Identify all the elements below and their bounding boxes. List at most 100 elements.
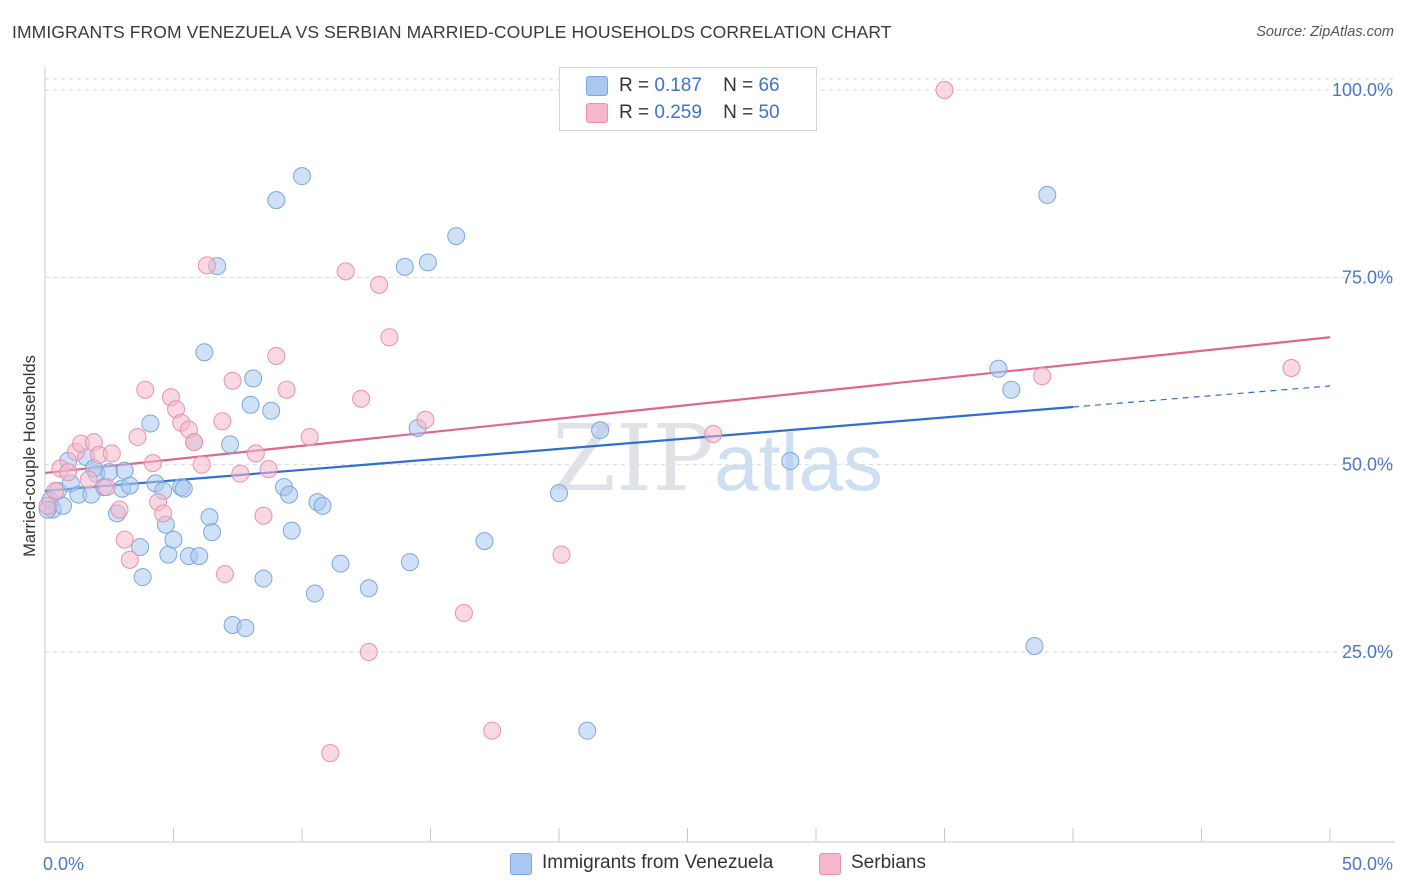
serbian-point [128,427,147,446]
watermark: ZIP atlas [552,405,883,512]
venezuela-point [221,435,240,454]
venezuela-point [131,538,150,557]
venezuela-point [331,554,350,573]
venezuela-point [418,253,437,272]
venezuela-point [53,496,72,515]
serbian-point [223,371,242,390]
bottom-legend-swatch-serbians [819,853,841,875]
serbian-point [231,464,250,483]
bottom-legend-label-serbians: Serbians [851,852,926,873]
watermark-zip: ZIP [552,405,714,512]
serbian-point [246,444,265,463]
venezuela-point [359,579,378,598]
serbian-point [277,380,296,399]
n-label: N = [723,75,754,96]
venezuela-point [141,414,160,433]
serbian-point [380,328,399,347]
venezuela-point [244,369,263,388]
n-label: N = [723,102,754,123]
venezuela-point [313,496,332,515]
venezuela-point [262,401,281,420]
venezuela-point [200,508,219,527]
serbian-point [483,721,502,740]
n-value: 66 [758,75,780,96]
source-label: Source: ZipAtlas.com [1256,24,1394,40]
serbian-point [115,530,134,549]
venezuela-point [282,521,301,540]
serbian-point [259,460,278,479]
y-tick-label: 75.0% [1342,267,1393,287]
venezuela-point [254,569,273,588]
venezuela-point [203,523,222,542]
serbian-point [197,256,216,275]
serbian-point [185,433,204,452]
serbian-point [704,424,723,443]
venezuela-point [550,484,568,503]
r-value: 0.187 [654,75,702,96]
x-tick-label: 0.0% [43,854,84,874]
serbian-point [935,81,954,99]
n-value: 50 [758,102,780,123]
serbian-point [336,262,355,281]
data-points [38,81,1301,763]
legend-swatch-serbians [586,103,608,123]
y-tick-label: 100.0% [1332,80,1393,100]
serbian-point [352,389,371,408]
serbian-point [416,410,435,429]
venezuela-point [989,359,1008,378]
legend-text-venezuela: R = 0.187 N = 66 [619,75,780,97]
r-label: R = [619,102,650,123]
venezuela-point [305,584,324,603]
venezuela-point [241,395,260,414]
serbian-point [154,504,173,523]
correlation-legend: R = 0.187 N = 66 R = 0.259 N = 50 [559,67,817,131]
bottom-legend-label-venezuela: Immigrants from Venezuela [542,852,774,873]
x-tick-label: 50.0% [1342,854,1393,874]
y-tick-label: 50.0% [1342,455,1393,475]
serbian-point [97,478,116,497]
serbian-point [370,275,389,294]
serbian-point [215,565,234,584]
venezuela-point [475,532,494,551]
venezuela-point [781,451,800,470]
venezuela-point [164,530,183,549]
venezuela-point [447,227,466,246]
venezuela-point [133,568,152,587]
serbian-point [1282,359,1301,378]
serbian-point [1033,367,1052,386]
serbian-point [300,427,319,446]
serbian-point [79,470,98,489]
serbian-point [143,454,162,473]
serbian-point [59,463,78,482]
axes [44,67,1395,843]
venezuela-point [236,619,255,638]
venezuela-point [395,257,414,276]
serbian-point [110,500,129,519]
venezuela-point [293,167,311,186]
venezuela-point [1002,380,1021,399]
venezuela-trend-line [44,405,1074,492]
grid-lines [45,78,1395,653]
venezuela-point [120,476,139,495]
venezuela-point [591,421,610,440]
legend-text-serbians: R = 0.259 N = 50 [619,102,780,124]
venezuela-point [578,721,597,740]
legend-swatch-venezuela [586,76,608,96]
venezuela-point [1038,185,1057,204]
serbian-point [254,506,273,525]
venezuela-point [267,191,286,210]
serbian-point [213,412,232,431]
venezuela-point [115,461,134,480]
venezuela-point [190,547,209,566]
serbian-point [120,550,139,569]
serbian-point [267,347,286,366]
venezuela-point [174,479,193,498]
venezuela-point [400,553,419,572]
y-axis-label: Married-couple Households [21,355,39,557]
venezuela-trend-extension [1072,385,1331,408]
chart-title: IMMIGRANTS FROM VENEZUELA VS SERBIAN MAR… [12,22,892,42]
tick-labels: 25.0% 50.0% 75.0% 100.0% 0.0% 50.0% [43,80,1393,874]
serbian-point [552,545,571,564]
serbian-point [102,444,121,463]
